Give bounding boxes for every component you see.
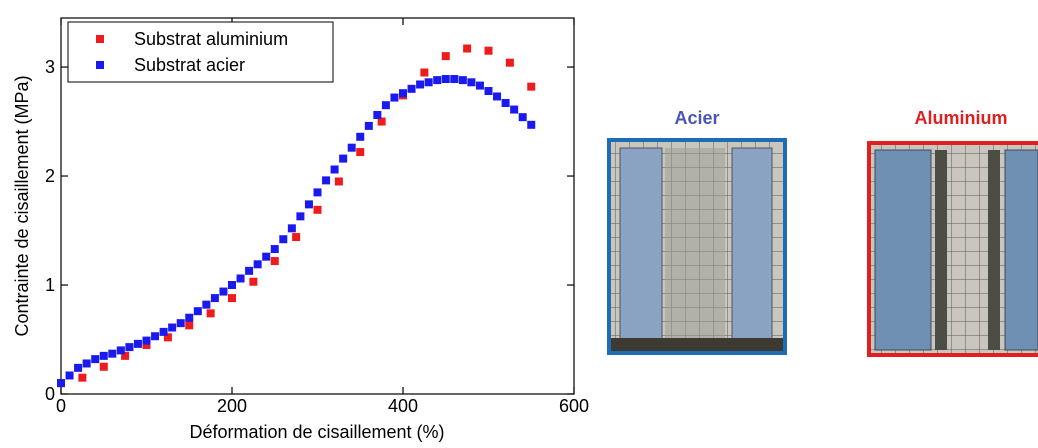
y-tick-label: 0: [45, 384, 55, 404]
point: [163, 333, 172, 342]
point: [339, 154, 348, 163]
point: [373, 110, 382, 119]
point: [99, 362, 108, 371]
point: [433, 76, 442, 85]
point: [313, 188, 322, 197]
point: [57, 379, 65, 388]
point: [193, 307, 202, 316]
photo-label: Acier: [674, 108, 719, 128]
point: [505, 58, 514, 67]
point: [133, 339, 142, 348]
point: [142, 336, 151, 345]
point: [262, 252, 271, 261]
point: [484, 87, 493, 96]
point: [219, 287, 228, 296]
point: [347, 143, 356, 152]
point: [279, 235, 288, 244]
legend-label: Substrat aluminium: [134, 29, 288, 49]
point: [463, 44, 472, 53]
point: [441, 52, 450, 61]
point: [228, 281, 236, 290]
photo-acier: [607, 138, 787, 355]
point: [322, 176, 331, 185]
point: [304, 200, 313, 209]
point: [159, 327, 168, 336]
point: [381, 101, 390, 110]
point: [356, 148, 365, 157]
legend-marker: [96, 35, 104, 43]
x-tick-label: 400: [388, 396, 418, 416]
point: [121, 351, 130, 360]
x-tick-label: 0: [56, 396, 66, 416]
point: [467, 78, 476, 87]
point: [377, 117, 386, 126]
point: [364, 121, 373, 130]
point: [91, 355, 100, 364]
point: [287, 224, 296, 233]
point: [228, 294, 236, 303]
point: [493, 92, 502, 101]
point: [245, 266, 254, 275]
point: [334, 177, 343, 186]
point: [416, 80, 425, 89]
point: [407, 84, 416, 93]
point: [210, 294, 219, 303]
point: [527, 82, 536, 91]
point: [202, 300, 211, 309]
point: [518, 113, 527, 122]
plot-frame: [60, 17, 575, 395]
point: [151, 332, 160, 341]
plot: 0 200 400 600 0 1 2 3 Substrat aluminium Substrat…: [45, 17, 589, 416]
point: [168, 323, 177, 332]
legend-marker: [96, 61, 104, 69]
point: [142, 340, 151, 349]
point: [313, 205, 322, 214]
point: [236, 274, 245, 283]
point: [292, 233, 301, 242]
x-tick-label: 600: [559, 396, 589, 416]
point: [270, 245, 279, 254]
point: [420, 68, 429, 77]
point: [74, 363, 83, 372]
photo-label: Aluminium: [915, 108, 1008, 128]
point: [206, 309, 215, 318]
photo-aluminium: [867, 141, 1038, 357]
point: [185, 321, 194, 330]
point: [125, 343, 134, 352]
point: [108, 349, 117, 358]
legend-box: [67, 21, 334, 83]
point: [390, 93, 399, 102]
x-axis-label: Déformation de cisaillement (%): [189, 422, 444, 442]
point: [527, 120, 536, 129]
point: [270, 257, 279, 266]
y-tick-label: 2: [45, 166, 55, 186]
point: [330, 165, 339, 174]
point: [450, 75, 459, 84]
point: [356, 132, 365, 141]
point: [99, 351, 108, 360]
point: [501, 99, 510, 108]
point: [185, 313, 194, 322]
point: [510, 105, 519, 114]
point: [296, 212, 305, 221]
y-tick-label: 1: [45, 275, 55, 295]
point: [458, 76, 467, 85]
point: [78, 373, 87, 382]
point: [399, 89, 407, 98]
legend-label: Substrat acier: [134, 55, 245, 75]
point: [484, 46, 493, 55]
point: [424, 78, 433, 87]
point: [82, 359, 91, 368]
point: [249, 277, 258, 286]
y-axis-label: Contrainte de cisaillement (MPa): [12, 75, 32, 336]
point: [65, 371, 74, 380]
x-tick-label: 200: [217, 396, 247, 416]
point: [253, 260, 262, 269]
point: [475, 81, 484, 90]
y-tick-label: 3: [45, 57, 55, 77]
point: [441, 75, 450, 84]
point: [116, 346, 125, 355]
point: [176, 319, 185, 328]
